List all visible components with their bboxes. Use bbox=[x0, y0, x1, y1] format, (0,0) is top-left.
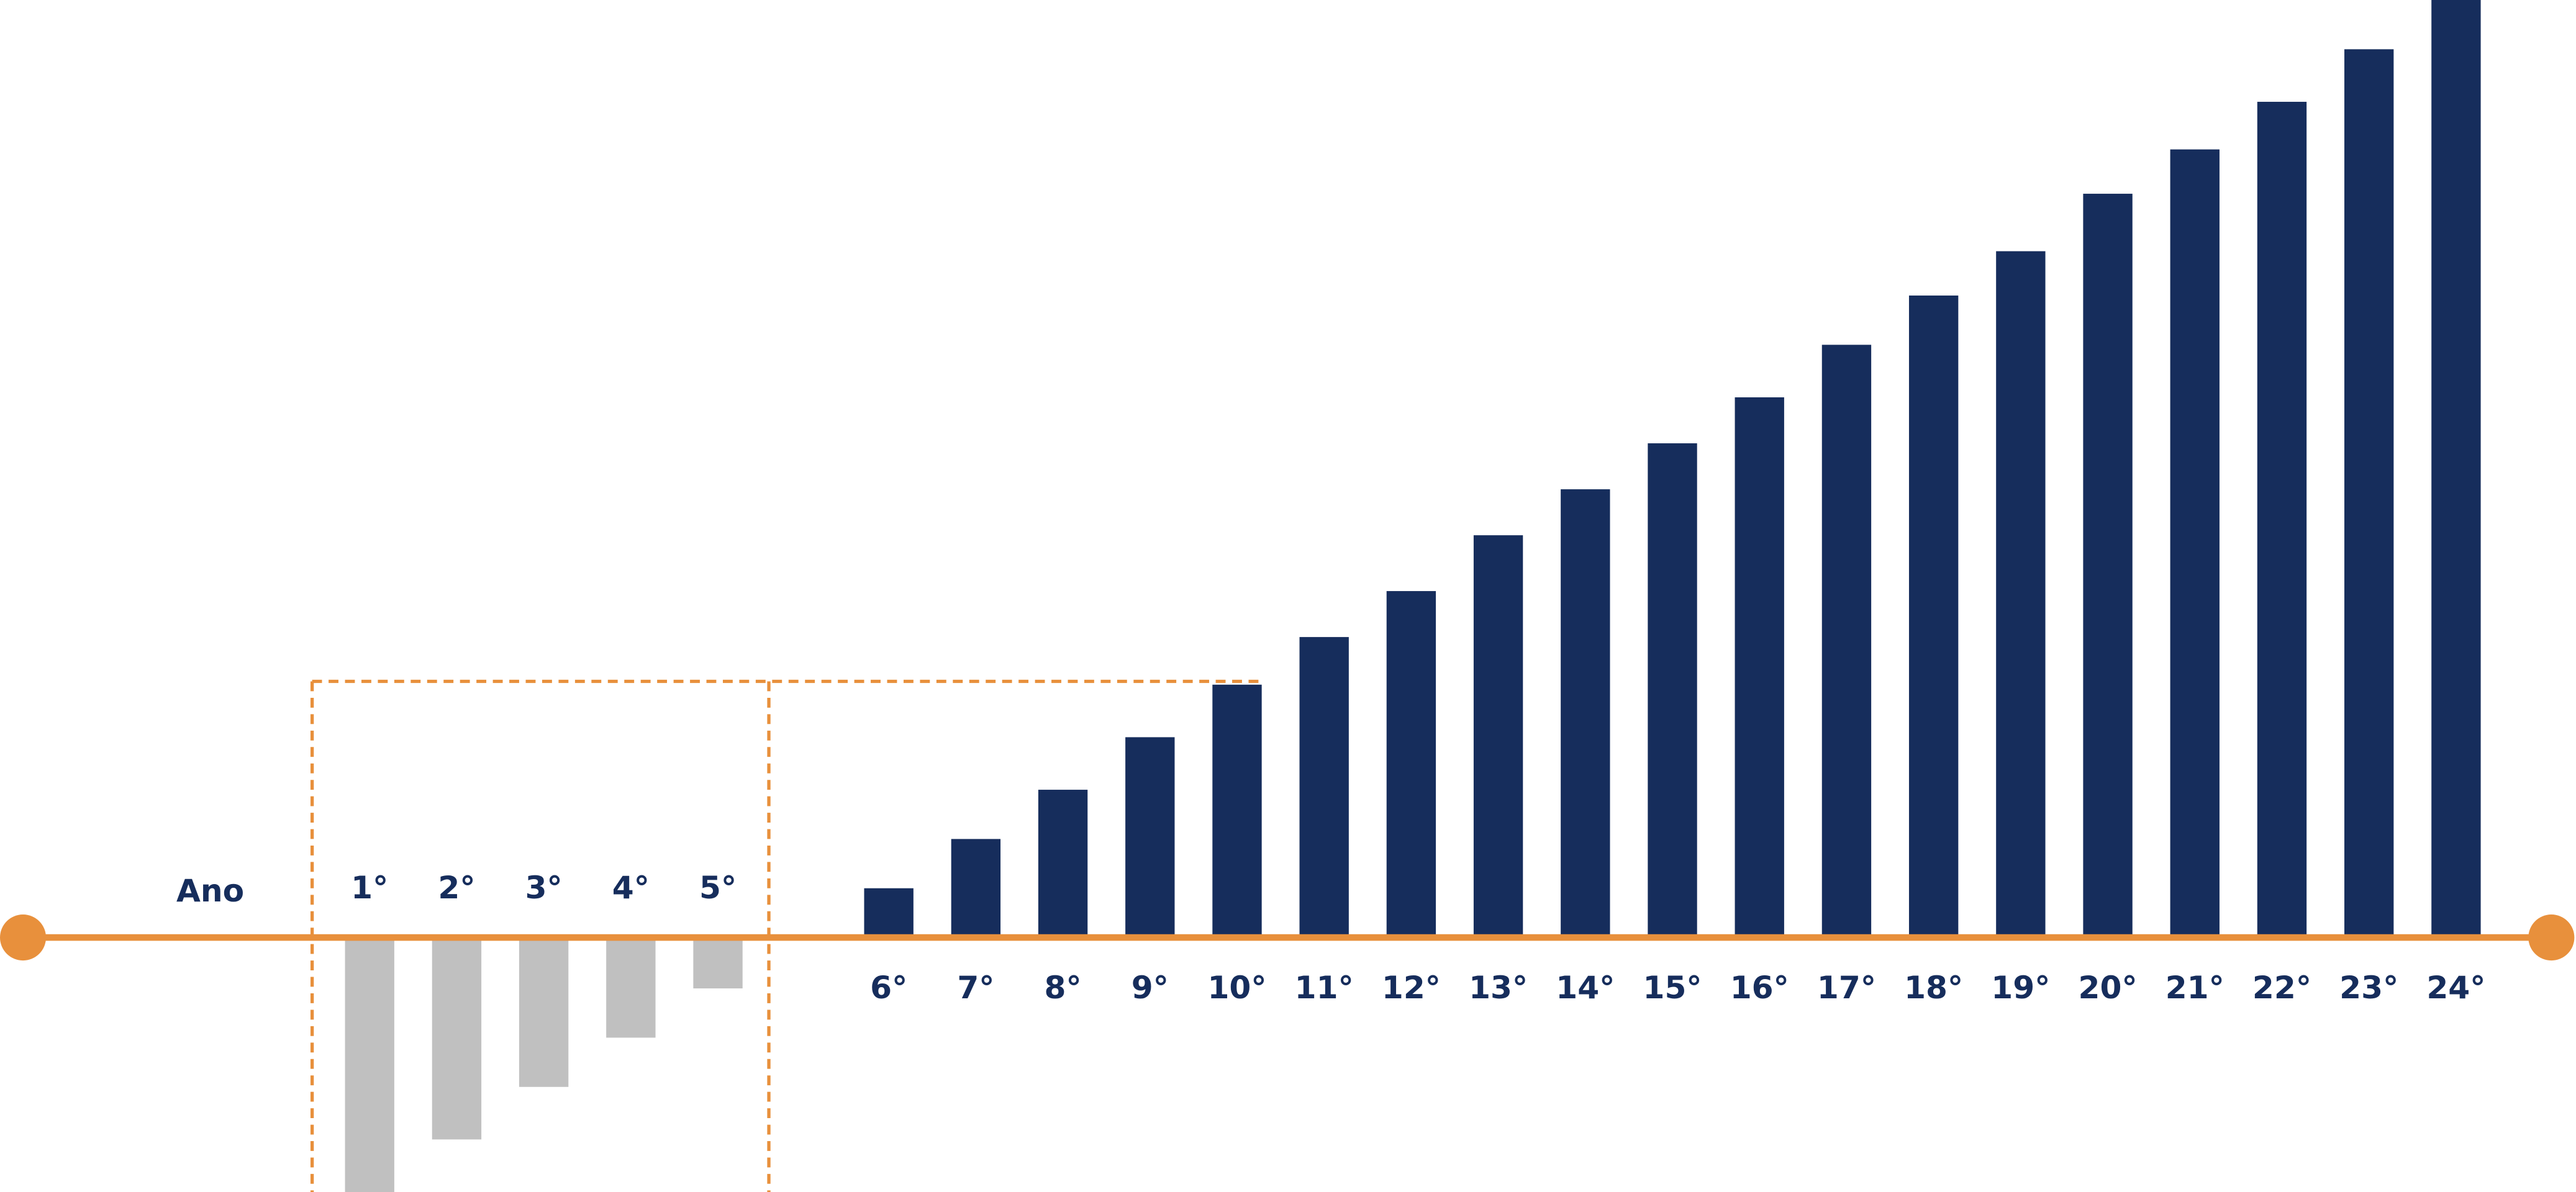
bar bbox=[864, 888, 914, 938]
bar bbox=[1821, 345, 1872, 938]
bar bbox=[1038, 790, 1088, 938]
bar bbox=[951, 839, 1001, 938]
x-tick-label: 11° bbox=[1295, 969, 1354, 1006]
bar bbox=[606, 937, 656, 1038]
bar bbox=[432, 937, 482, 1140]
x-tick-label: 1° bbox=[351, 869, 388, 906]
bar bbox=[2431, 0, 2481, 938]
x-tick-label: 4° bbox=[612, 869, 650, 906]
x-tick-label: 7° bbox=[957, 969, 994, 1006]
bar bbox=[1648, 443, 1697, 938]
bar bbox=[345, 937, 394, 1192]
x-tick-label: 6° bbox=[870, 969, 907, 1006]
bar bbox=[519, 937, 569, 1087]
x-tick-label: 19° bbox=[1991, 969, 2050, 1006]
bar bbox=[1996, 251, 2046, 938]
axis-end bbox=[2528, 914, 2575, 961]
x-tick-label: 21° bbox=[2166, 969, 2225, 1006]
bar bbox=[2257, 101, 2307, 938]
axis-end bbox=[0, 914, 47, 961]
x-tick-label: 8° bbox=[1045, 969, 1082, 1006]
x-tick-label: 15° bbox=[1643, 969, 1702, 1006]
bar bbox=[1386, 591, 1436, 938]
bar bbox=[2170, 149, 2220, 938]
bar bbox=[1299, 637, 1349, 938]
x-tick-label: 13° bbox=[1469, 969, 1528, 1006]
x-tick-label: 2° bbox=[438, 869, 475, 906]
bar bbox=[2344, 49, 2394, 938]
x-tick-label: 5° bbox=[699, 869, 737, 906]
x-tick-label: 10° bbox=[1207, 969, 1266, 1006]
x-tick-label: 22° bbox=[2252, 969, 2311, 1006]
bar bbox=[1125, 737, 1175, 938]
x-tick-label: 20° bbox=[2079, 969, 2138, 1006]
x-tick-label: 3° bbox=[525, 869, 563, 906]
bar bbox=[1735, 397, 1784, 938]
bar bbox=[1561, 489, 1610, 938]
x-tick-label: 18° bbox=[1904, 969, 1963, 1006]
x-tick-label: 12° bbox=[1382, 969, 1441, 1006]
bar bbox=[1473, 535, 1523, 938]
bar bbox=[1212, 684, 1262, 938]
bar bbox=[2083, 194, 2133, 938]
bar bbox=[1908, 296, 1959, 938]
x-tick-label: 17° bbox=[1817, 969, 1876, 1006]
x-tick-label: 16° bbox=[1730, 969, 1789, 1006]
bar bbox=[693, 937, 743, 989]
x-tick-label: 23° bbox=[2339, 969, 2398, 1006]
x-axis-label: Ano bbox=[176, 872, 244, 909]
x-tick-label: 14° bbox=[1556, 969, 1615, 1006]
x-tick-label: 24° bbox=[2426, 969, 2485, 1006]
x-tick-label: 9° bbox=[1132, 969, 1169, 1006]
